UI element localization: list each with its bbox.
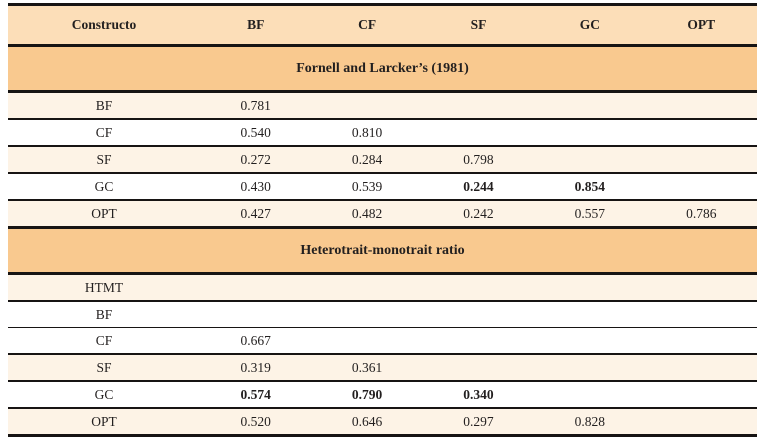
- column-header-cf: CF: [311, 4, 423, 46]
- column-header-opt: OPT: [645, 4, 757, 46]
- section-header-row-1: Heterotrait-monotrait ratio: [8, 227, 757, 274]
- value-cell: [422, 119, 535, 146]
- value-cell: 0.284: [311, 146, 423, 173]
- value-cell: 0.810: [311, 119, 423, 146]
- row-label: CF: [8, 119, 200, 146]
- value-cell: [534, 301, 646, 328]
- value-cell: [200, 273, 312, 301]
- value-cell: [534, 119, 646, 146]
- value-cell: [645, 173, 757, 200]
- header-row: Constructo BF CF SF GC OPT: [8, 4, 757, 46]
- table-row-htmt: HTMT: [8, 273, 757, 301]
- value-cell: 0.430: [200, 173, 312, 200]
- column-header-bf: BF: [200, 4, 312, 46]
- value-cell: [534, 273, 646, 301]
- value-cell: [645, 91, 757, 119]
- row-label: GC: [8, 381, 200, 408]
- value-cell: 0.361: [311, 354, 423, 381]
- table-row-bf: BF: [8, 301, 757, 328]
- value-cell: 0.427: [200, 200, 312, 228]
- value-cell: 0.798: [422, 146, 535, 173]
- value-cell: 0.828: [534, 408, 646, 436]
- value-cell: [534, 354, 646, 381]
- table-row-cf: CF 0.667: [8, 327, 757, 354]
- table-row-sf: SF 0.319 0.361: [8, 354, 757, 381]
- value-cell: 0.242: [422, 200, 535, 228]
- value-cell: 0.574: [200, 381, 312, 408]
- section-title: Fornell and Larcker’s (1981): [8, 45, 757, 92]
- value-cell: [645, 273, 757, 301]
- value-cell: [645, 408, 757, 436]
- value-cell: [422, 273, 535, 301]
- value-cell: 0.557: [534, 200, 646, 228]
- value-cell: [311, 327, 423, 354]
- section-title: Heterotrait-monotrait ratio: [8, 227, 757, 274]
- value-cell: [645, 119, 757, 146]
- column-header-constructo: Constructo: [8, 4, 200, 46]
- value-cell: [645, 301, 757, 328]
- value-cell: [534, 381, 646, 408]
- value-cell: 0.482: [311, 200, 423, 228]
- column-header-sf: SF: [422, 4, 535, 46]
- value-cell: 0.786: [645, 200, 757, 228]
- table-body: Fornell and Larcker’s (1981) BF 0.781 CF 0.5…: [8, 45, 757, 436]
- value-cell: 0.539: [311, 173, 423, 200]
- value-cell: 0.340: [422, 381, 535, 408]
- value-cell: [534, 146, 646, 173]
- value-cell: 0.667: [200, 327, 312, 354]
- column-header-gc: GC: [534, 4, 646, 46]
- value-cell: 0.540: [200, 119, 312, 146]
- value-cell: 0.790: [311, 381, 423, 408]
- value-cell: [534, 91, 646, 119]
- value-cell: [645, 381, 757, 408]
- row-label: GC: [8, 173, 200, 200]
- value-cell: 0.319: [200, 354, 312, 381]
- value-cell: [200, 301, 312, 328]
- table-row-opt: OPT 0.520 0.646 0.297 0.828: [8, 408, 757, 436]
- table-row-opt: OPT 0.427 0.482 0.242 0.557 0.786: [8, 200, 757, 228]
- section-header-row-0: Fornell and Larcker’s (1981): [8, 45, 757, 92]
- value-cell: 0.781: [200, 91, 312, 119]
- row-label: OPT: [8, 200, 200, 228]
- value-cell: [311, 273, 423, 301]
- value-cell: [422, 91, 535, 119]
- value-cell: [422, 327, 535, 354]
- value-cell: 0.244: [422, 173, 535, 200]
- value-cell: 0.297: [422, 408, 535, 436]
- discriminant-validity-table: Constructo BF CF SF GC OPT Fornell and Larcke…: [8, 3, 757, 437]
- table-row-bf: BF 0.781: [8, 91, 757, 119]
- table-row-gc: GC 0.430 0.539 0.244 0.854: [8, 173, 757, 200]
- value-cell: [311, 91, 423, 119]
- table-row-gc: GC 0.574 0.790 0.340: [8, 381, 757, 408]
- value-cell: 0.854: [534, 173, 646, 200]
- row-label: SF: [8, 354, 200, 381]
- row-label: CF: [8, 327, 200, 354]
- value-cell: [645, 354, 757, 381]
- row-label: HTMT: [8, 273, 200, 301]
- value-cell: [422, 354, 535, 381]
- value-cell: 0.520: [200, 408, 312, 436]
- row-label: SF: [8, 146, 200, 173]
- table-row-cf: CF 0.540 0.810: [8, 119, 757, 146]
- row-label: BF: [8, 301, 200, 328]
- value-cell: [645, 327, 757, 354]
- table-row-sf: SF 0.272 0.284 0.798: [8, 146, 757, 173]
- value-cell: [422, 301, 535, 328]
- value-cell: 0.272: [200, 146, 312, 173]
- value-cell: [534, 327, 646, 354]
- value-cell: [311, 301, 423, 328]
- row-label: BF: [8, 91, 200, 119]
- row-label: OPT: [8, 408, 200, 436]
- value-cell: [645, 146, 757, 173]
- table-header: Constructo BF CF SF GC OPT: [8, 4, 757, 46]
- value-cell: 0.646: [311, 408, 423, 436]
